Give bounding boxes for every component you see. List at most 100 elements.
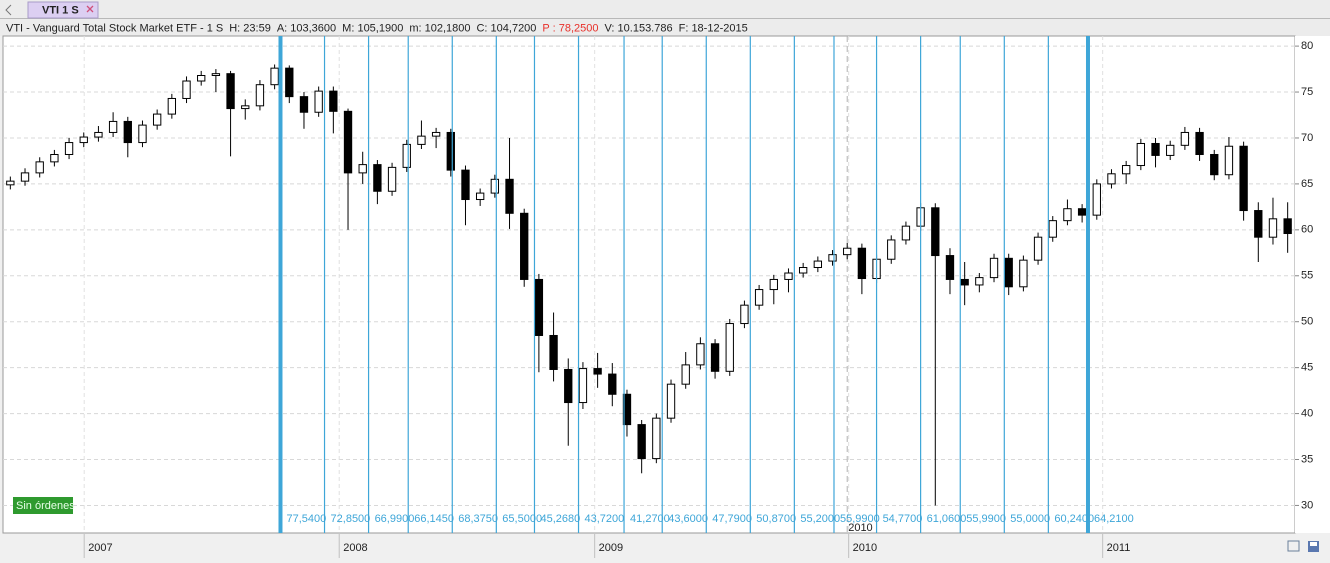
candle-body [211, 73, 221, 77]
candle-body [197, 75, 206, 82]
y-tick-label: 45 [1301, 362, 1313, 374]
marker-label: 72,8500 [331, 513, 371, 525]
x-tick-label: 2009 [599, 542, 623, 554]
candle-body [446, 131, 455, 171]
y-tick-label: 70 [1301, 132, 1313, 144]
candle-body [578, 368, 588, 404]
x-tick-label: 2011 [1107, 542, 1131, 554]
marker-label: 64,2100 [1094, 513, 1134, 525]
candle-body [358, 164, 367, 174]
candle-body [1004, 257, 1013, 288]
candle-body [1210, 154, 1219, 176]
candle-body [329, 90, 338, 112]
tab-scroll-left[interactable] [5, 4, 12, 16]
icon-save[interactable] [1308, 541, 1319, 552]
marker-label: 43,7200 [585, 513, 625, 525]
header-field: A: 103,3600 [277, 22, 336, 34]
grid [3, 36, 1295, 533]
tab-close[interactable] [86, 5, 94, 13]
candle-body [314, 90, 323, 113]
y-tick-label: 75 [1301, 86, 1313, 98]
marker-label: 68,3750 [458, 513, 498, 525]
header-field: F: 18-12-2015 [679, 22, 748, 34]
marker-label: 55,2000 [800, 513, 840, 525]
candle-body [6, 180, 15, 186]
x-tick-label: 2010 [853, 542, 877, 554]
marker-label: 66,9900 [375, 513, 415, 525]
x-axis-area [0, 534, 1330, 558]
candle-body [431, 131, 441, 137]
header-field: P : 78,2500 [542, 22, 598, 34]
candle-body [769, 278, 778, 291]
tab[interactable] [27, 1, 99, 19]
candle-body [1033, 236, 1043, 261]
candle-body [1107, 173, 1116, 185]
candle-body [666, 383, 676, 419]
candle-body [1254, 210, 1263, 238]
candle-body [373, 164, 382, 192]
header-field: m: 102,1800 [409, 22, 470, 34]
candle-body [813, 260, 823, 269]
marker-label: 54,7700 [883, 513, 923, 525]
candle-body [461, 169, 470, 201]
candle-body [1195, 131, 1204, 156]
marker-label: 50,8700 [756, 513, 796, 525]
header-field: V: 10.153.786 [605, 22, 673, 34]
cursor-label: 2010 [848, 522, 872, 534]
candle-body [285, 67, 294, 98]
header-field: H: 23:59 [229, 22, 271, 34]
marker-label: 41,2700 [630, 513, 670, 525]
tab-label: VTI 1 S [42, 4, 79, 16]
header-info: VTI - Vanguard Total Stock Market ETF - … [6, 22, 748, 34]
candle-body [1121, 165, 1131, 175]
candle-body [343, 110, 353, 174]
header-bar [0, 19, 1330, 36]
marker-label: 60,2400 [1054, 513, 1094, 525]
candle-body [652, 417, 661, 460]
candle-body [1180, 131, 1190, 146]
candle-body [1224, 145, 1234, 176]
y-tick-label: 30 [1301, 499, 1313, 511]
tab-bar [0, 0, 1330, 19]
y-tick-label: 60 [1301, 224, 1313, 236]
marker-label: 77,5400 [286, 513, 326, 525]
x-tick-label: 2007 [88, 542, 112, 554]
candle-body [901, 225, 911, 241]
y-tick-label: 55 [1301, 270, 1313, 282]
candle-body [1268, 218, 1278, 238]
candle-body [1063, 208, 1072, 222]
candle-body [945, 255, 955, 280]
candle-body [108, 120, 118, 133]
candle-body [1136, 142, 1146, 167]
candle-body [1048, 220, 1057, 238]
candle-body [152, 113, 162, 126]
candle-body [123, 120, 132, 144]
y-tick-label: 80 [1301, 40, 1313, 52]
header-field: C: 104,7200 [476, 22, 536, 34]
header-field: M: 105,1900 [342, 22, 403, 34]
candle-body [138, 124, 147, 144]
candle-body [1239, 145, 1248, 212]
candle-body [798, 267, 808, 274]
candle-body [1092, 183, 1101, 216]
candle-body [1077, 208, 1087, 216]
candle-body [608, 373, 617, 395]
orders-badge-label: Sin órdenes [16, 500, 75, 512]
icon-settings[interactable] [1287, 540, 1300, 552]
marker-label: 61,0600 [927, 513, 967, 525]
candle-body [857, 247, 867, 280]
candle-body [402, 143, 411, 168]
marker-label: 66,1450 [414, 513, 454, 525]
candle-body [255, 84, 265, 107]
candle-body [182, 80, 191, 99]
plot-area [2, 35, 1296, 534]
marker-label: 65,5000 [502, 513, 542, 525]
candle-body [79, 136, 88, 144]
candle-body [1283, 218, 1292, 235]
candle-body [887, 239, 896, 260]
marker-label: 47,7900 [712, 513, 752, 525]
candle-body [931, 207, 940, 257]
marker-label: 55,9900 [840, 513, 880, 525]
candle-body [94, 131, 103, 138]
